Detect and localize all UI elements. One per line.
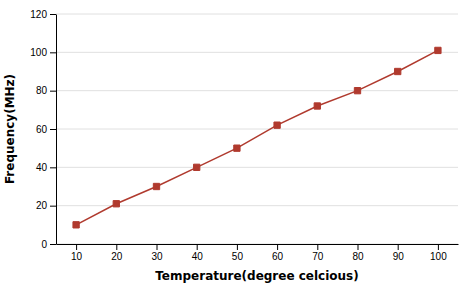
tick: 20	[36, 200, 56, 211]
tick: 100	[430, 244, 447, 262]
tick: 60	[272, 244, 284, 262]
tick-label: 10	[71, 251, 83, 262]
tick-label: 0	[41, 239, 47, 250]
tick: 120	[30, 9, 56, 20]
tick: 40	[36, 162, 56, 173]
tick-mark	[116, 244, 117, 250]
tick-label: 100	[430, 251, 447, 262]
x-axis-title: Temperature(degree celcious)	[155, 269, 359, 283]
grid-line	[56, 90, 458, 91]
tick: 90	[393, 244, 405, 262]
tick-label: 80	[36, 85, 48, 96]
tick-label: 40	[192, 251, 204, 262]
tick-label: 70	[312, 251, 324, 262]
tick: 60	[36, 124, 56, 135]
tick-mark	[50, 52, 56, 53]
tick-mark	[50, 91, 56, 92]
tick-label: 20	[36, 200, 48, 211]
marker	[194, 164, 200, 170]
tick-mark	[50, 14, 56, 15]
y-axis-title: Frequency(MHz)	[3, 74, 17, 184]
tick-mark	[358, 244, 359, 250]
tick-mark	[50, 129, 56, 130]
series	[73, 47, 441, 228]
grid-line	[56, 14, 458, 15]
tick: 20	[111, 244, 123, 262]
grid-line	[56, 52, 458, 53]
tick: 100	[30, 47, 56, 58]
tick-mark	[197, 244, 198, 250]
grid	[56, 14, 458, 244]
tick-mark	[50, 206, 56, 207]
marker	[113, 201, 119, 207]
tick-label: 120	[30, 9, 47, 20]
marker	[395, 68, 401, 74]
marker	[73, 222, 79, 228]
x-axis: 10 20 30 40 50 60 70 80 90 100	[57, 244, 459, 262]
tick-mark	[277, 244, 278, 250]
tick-label: 60	[272, 251, 284, 262]
axis-line	[56, 15, 57, 245]
tick-label: 60	[36, 124, 48, 135]
tick-mark	[317, 244, 318, 250]
tick-label: 40	[36, 162, 48, 173]
tick: 70	[312, 244, 324, 262]
line	[76, 50, 438, 224]
tick-mark	[50, 244, 56, 245]
tick-mark	[398, 244, 399, 250]
tick: 40	[192, 244, 204, 262]
marker	[314, 103, 320, 109]
grid-line	[56, 167, 458, 168]
tick-label: 30	[151, 251, 163, 262]
tick: 80	[36, 85, 56, 96]
tick-label: 20	[111, 251, 123, 262]
chart: 10 20 30 40 50 60 70 80 90 100 0 20 40 60 80 100 120 Temp…	[0, 0, 474, 288]
marker	[435, 47, 441, 53]
tick-mark	[50, 167, 56, 168]
tick-label: 80	[352, 251, 364, 262]
grid-line	[56, 129, 458, 130]
marker	[153, 183, 159, 189]
tick-mark	[237, 244, 238, 250]
tick-label: 50	[232, 251, 244, 262]
plot: 10 20 30 40 50 60 70 80 90 100 0 20 40 60 80 100 120	[30, 9, 458, 262]
tick: 30	[151, 244, 163, 262]
tick-label: 100	[30, 47, 47, 58]
tick-mark	[157, 244, 158, 250]
tick: 0	[41, 239, 56, 250]
tick: 10	[71, 244, 83, 262]
tick: 80	[352, 244, 364, 262]
tick-mark	[76, 244, 77, 250]
y-axis: 0 20 40 60 80 100 120	[30, 9, 56, 250]
marker	[234, 145, 240, 151]
tick-mark	[438, 244, 439, 250]
tick-label: 90	[393, 251, 405, 262]
tick: 50	[232, 244, 244, 262]
marker	[354, 88, 360, 94]
marker	[274, 122, 280, 128]
